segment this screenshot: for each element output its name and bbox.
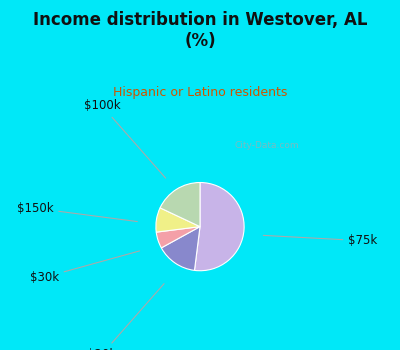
Text: $150k: $150k	[16, 202, 137, 222]
Text: Hispanic or Latino residents: Hispanic or Latino residents	[113, 86, 287, 99]
Text: Income distribution in Westover, AL
(%): Income distribution in Westover, AL (%)	[33, 10, 367, 50]
Wedge shape	[160, 182, 200, 227]
Text: $20k: $20k	[87, 284, 164, 350]
Wedge shape	[156, 227, 200, 248]
Text: $100k: $100k	[84, 99, 166, 178]
Wedge shape	[161, 227, 200, 271]
Text: $75k: $75k	[263, 234, 378, 247]
Text: City-Data.com: City-Data.com	[235, 141, 300, 149]
Wedge shape	[194, 182, 244, 271]
Wedge shape	[156, 208, 200, 232]
Text: $30k: $30k	[30, 251, 140, 284]
